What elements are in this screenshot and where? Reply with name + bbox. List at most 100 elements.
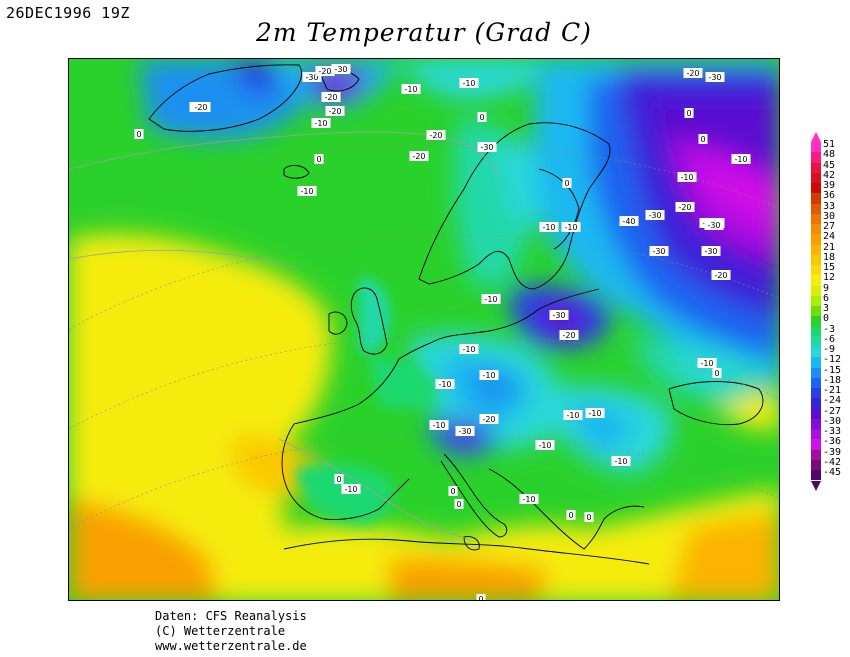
- contour-label-text: -20: [429, 131, 442, 140]
- contour-label: -30: [477, 142, 497, 152]
- legend-swatch: [811, 398, 821, 409]
- contour-label: -30: [701, 246, 721, 256]
- contour-label: -10: [297, 186, 317, 196]
- contour-label-text: -10: [404, 85, 417, 94]
- footer-url[interactable]: www.wetterzentrale.de: [155, 639, 307, 653]
- legend-swatch: [811, 203, 821, 214]
- contour-label: -20: [675, 202, 695, 212]
- contour-label: -10: [697, 358, 717, 368]
- contour-label: -30: [649, 246, 669, 256]
- legend-value: -45: [823, 467, 842, 478]
- contour-label: -30: [704, 220, 724, 230]
- contour-label: -10: [677, 172, 697, 182]
- contour-label-text: 0: [568, 511, 573, 520]
- contour-label: -10: [561, 222, 581, 232]
- legend-value: 18: [823, 251, 836, 263]
- contour-label: -30: [549, 310, 569, 320]
- contour-label: -30: [455, 426, 475, 436]
- contour-label-text: -10: [344, 485, 357, 494]
- legend-swatch: [811, 336, 821, 347]
- contour-label-text: -30: [334, 65, 347, 74]
- contour-label-text: -20: [686, 69, 699, 78]
- legend-value: -39: [823, 446, 842, 458]
- contour-label: 0: [477, 112, 487, 122]
- contour-label-text: -20: [318, 67, 331, 76]
- legend-swatch: [811, 439, 821, 450]
- contour-label: -30: [331, 64, 351, 74]
- date-label: 26DEC1996 19Z: [6, 4, 130, 22]
- contour-label: -20: [426, 130, 446, 140]
- contour-label: -10: [479, 370, 499, 380]
- legend-swatch: [811, 224, 821, 235]
- legend-value: -36: [823, 436, 842, 448]
- legend-swatch: [811, 408, 821, 419]
- contour-label-text: -20: [412, 152, 425, 161]
- contour-label: 0: [476, 594, 486, 600]
- legend-swatch: [811, 285, 821, 296]
- contour-label-text: -10: [734, 155, 747, 164]
- footer-copyright: (C) Wetterzentrale: [155, 624, 286, 638]
- coastlines: [148, 64, 764, 565]
- contour-label-text: -10: [300, 187, 313, 196]
- legend-swatch: [811, 213, 821, 224]
- legend-swatch: [811, 418, 821, 429]
- legend-swatch: [811, 172, 821, 183]
- legend-swatch: [811, 377, 821, 388]
- contour-label-text: -40: [622, 217, 635, 226]
- contour-label-text: -10: [564, 223, 577, 232]
- contour-label-text: -20: [328, 107, 341, 116]
- contour-label-text: 0: [714, 369, 719, 378]
- contour-label: -10: [585, 408, 605, 418]
- temperature-map-svg: -20-30-20-30-20-20-10-10-10-200-20-3000-…: [69, 59, 779, 600]
- contour-label-text: -10: [566, 411, 579, 420]
- contour-label: 0: [566, 510, 576, 520]
- contour-label-text: 0: [564, 179, 569, 188]
- legend-value: 24: [823, 231, 836, 243]
- contour-label-text: 0: [136, 130, 141, 139]
- legend-value: 48: [823, 149, 836, 161]
- contour-label: -10: [429, 420, 449, 430]
- contour-label-text: -20: [482, 415, 495, 424]
- contour-label-text: -30: [652, 247, 665, 256]
- contour-label: -20: [559, 330, 579, 340]
- contour-label: -30: [705, 72, 725, 82]
- contour-label-text: -10: [314, 119, 327, 128]
- legend-value: -9: [823, 344, 836, 355]
- legend-swatch: [811, 367, 821, 378]
- contour-label: -10: [459, 344, 479, 354]
- legend-value: -18: [823, 374, 842, 386]
- contour-label-text: -30: [552, 311, 565, 320]
- contour-label-text: -10: [538, 441, 551, 450]
- legend-swatch: [811, 275, 821, 286]
- legend-swatch: [811, 357, 821, 368]
- contour-label: 0: [712, 368, 722, 378]
- contour-label-text: -10: [680, 173, 693, 182]
- contour-label-text: -10: [588, 409, 601, 418]
- temperature-field: [69, 59, 779, 600]
- contour-label-text: 0: [336, 475, 341, 484]
- contour-label: 0: [698, 134, 708, 144]
- contour-label: 0: [134, 129, 144, 139]
- contour-label: -20: [321, 92, 341, 102]
- contour-label: -20: [409, 151, 429, 161]
- legend-value: 12: [823, 272, 836, 284]
- legend-value: 45: [823, 159, 836, 171]
- legend-value: -27: [823, 405, 842, 417]
- legend-swatch: [811, 183, 821, 194]
- map-title: 2m Temperatur (Grad C): [256, 18, 592, 47]
- contour-label-text: -30: [708, 73, 721, 82]
- contour-label-text: -30: [648, 211, 661, 220]
- contour-label: 0: [584, 512, 594, 522]
- contour-label: -10: [539, 222, 559, 232]
- contour-label-text: 0: [586, 513, 591, 522]
- contour-label-text: -30: [458, 427, 471, 436]
- footer-credits: Daten: CFS Reanalysis (C) Wetterzentrale…: [155, 609, 307, 654]
- legend-value: -42: [823, 456, 842, 468]
- legend-value: 39: [823, 180, 836, 191]
- contour-label: -10: [459, 78, 479, 88]
- contour-label: -10: [435, 379, 455, 389]
- legend-swatch: [811, 470, 821, 481]
- legend-swatch: [811, 254, 821, 265]
- contour-label: -40: [619, 216, 639, 226]
- contour-label-text: -10: [482, 371, 495, 380]
